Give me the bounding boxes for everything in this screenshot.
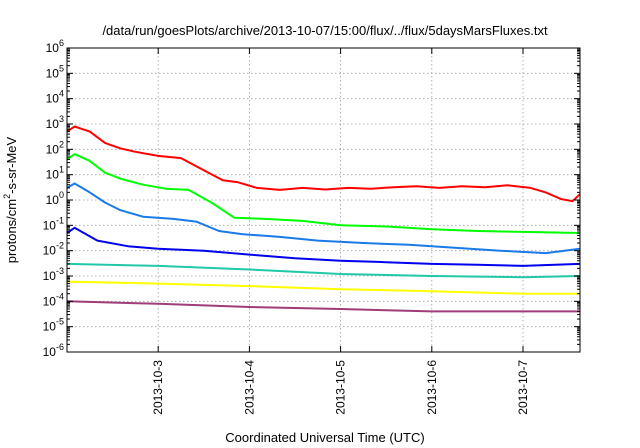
y-tick-exponent: 4 xyxy=(59,89,64,99)
series-line xyxy=(66,182,581,255)
y-tick-exponent: -4 xyxy=(56,291,64,301)
series-layer xyxy=(66,125,581,313)
y-tick-exponent: -2 xyxy=(56,241,64,251)
y-tick-label: 10-4 xyxy=(43,291,64,308)
y-axis-label: protons/cm2-s-sr-MeV xyxy=(2,136,19,263)
y-tick-base: 10 xyxy=(43,320,57,334)
y-tick-label: 10-1 xyxy=(43,215,64,232)
y-tick-base: 10 xyxy=(46,92,60,106)
y-tick-label: 10-3 xyxy=(43,266,64,283)
y-axis-label-suffix: -s-sr-MeV xyxy=(4,136,19,193)
y-tick-base: 10 xyxy=(46,193,60,207)
y-tick-label: 103 xyxy=(46,114,64,131)
series-line xyxy=(66,280,580,295)
y-tick-label: 10-5 xyxy=(43,317,64,334)
series-line xyxy=(66,125,581,203)
y-tick-base: 10 xyxy=(46,66,60,80)
y-tick-base: 10 xyxy=(43,294,57,308)
y-tick-layer: 10-610-510-410-310-210-11001011021031041… xyxy=(43,38,580,359)
x-axis-label: Coordinated Universal Time (UTC) xyxy=(225,430,424,445)
y-tick-exponent: 5 xyxy=(59,63,64,73)
y-tick-base: 10 xyxy=(46,168,60,182)
y-tick-exponent: 0 xyxy=(59,190,64,200)
y-tick-label: 104 xyxy=(46,89,64,106)
series-line xyxy=(66,262,581,279)
x-tick-label: 2013-10-5 xyxy=(334,360,348,415)
y-tick-exponent: -3 xyxy=(56,266,64,276)
y-tick-exponent: 2 xyxy=(59,139,64,149)
chart-title: /data/run/goesPlots/archive/2013-10-07/1… xyxy=(102,23,548,38)
x-tick-label: 2013-10-4 xyxy=(242,360,256,415)
series-line xyxy=(66,153,581,234)
y-tick-base: 10 xyxy=(43,269,57,283)
y-tick-label: 10-2 xyxy=(43,241,64,258)
series-line xyxy=(66,300,580,313)
y-tick-label: 106 xyxy=(46,38,64,55)
y-tick-label: 10-6 xyxy=(43,342,64,359)
y-axis-label-prefix: protons/cm xyxy=(4,199,19,263)
x-tick-label: 2013-10-3 xyxy=(151,360,165,415)
y-tick-exponent: -6 xyxy=(56,342,64,352)
y-tick-label: 100 xyxy=(46,190,64,207)
y-tick-base: 10 xyxy=(43,345,57,359)
y-tick-label: 102 xyxy=(46,139,64,156)
series-line xyxy=(66,226,581,267)
y-tick-label: 105 xyxy=(46,63,64,80)
y-axis-label-sup: 2 xyxy=(2,194,12,199)
x-tick-label: 2013-10-7 xyxy=(516,360,530,415)
y-tick-base: 10 xyxy=(46,142,60,156)
x-tick-label: 2013-10-6 xyxy=(425,360,439,415)
y-tick-exponent: 3 xyxy=(59,114,64,124)
y-tick-exponent: -5 xyxy=(56,317,64,327)
y-tick-exponent: 1 xyxy=(59,165,64,175)
y-tick-label: 101 xyxy=(46,165,64,182)
y-tick-base: 10 xyxy=(46,117,60,131)
y-tick-exponent: -1 xyxy=(56,215,64,225)
y-tick-base: 10 xyxy=(43,244,57,258)
y-tick-exponent: 6 xyxy=(59,38,64,48)
y-tick-base: 10 xyxy=(43,218,57,232)
grid-layer xyxy=(67,48,580,352)
y-tick-base: 10 xyxy=(46,41,60,55)
x-tick-layer: 2013-10-3 2013-10-4 2013-10-5 2013-10-6 2013… xyxy=(151,48,530,415)
